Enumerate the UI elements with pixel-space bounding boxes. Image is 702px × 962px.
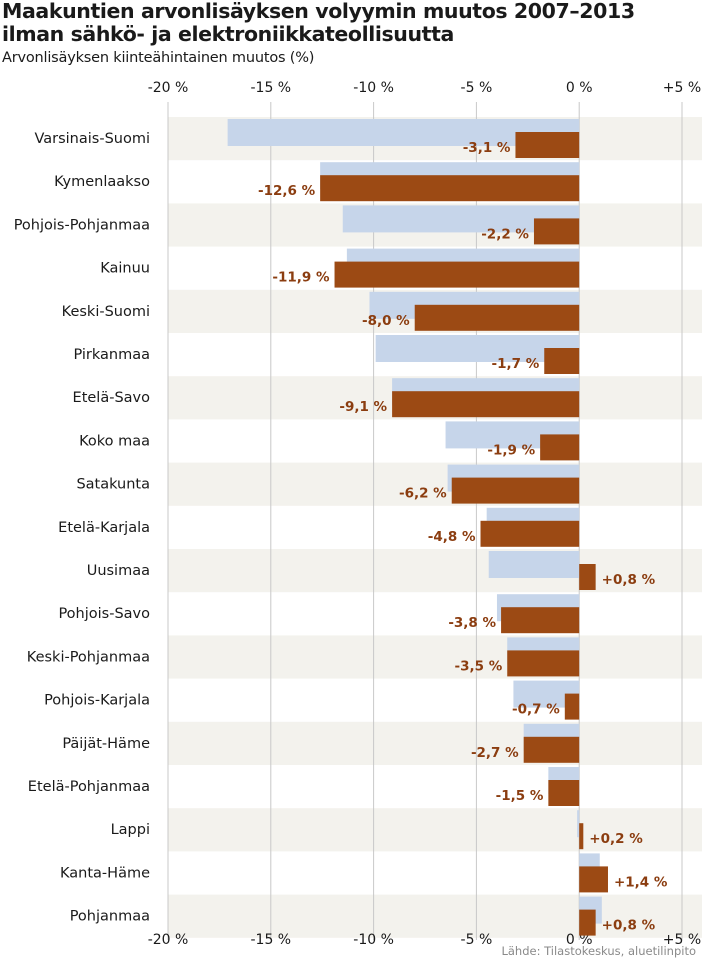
data-label: -0,7 %: [512, 702, 560, 718]
data-label: -12,6 %: [258, 183, 316, 199]
bar-series-b: [540, 434, 580, 461]
category-label: Satakunta: [76, 477, 150, 493]
x-tick-label-top: -15 %: [250, 80, 291, 96]
data-label: -6,2 %: [399, 486, 447, 502]
x-tick-label-bottom: -5 %: [461, 932, 493, 948]
category-label: Varsinais-Suomi: [34, 131, 150, 147]
category-label: Päijät-Häme: [62, 736, 150, 752]
data-label: +0,8 %: [602, 572, 656, 588]
row-band: [168, 635, 702, 679]
category-label: Kymenlaakso: [54, 174, 150, 190]
data-label: -9,1 %: [339, 399, 387, 415]
row-band: [168, 721, 702, 765]
bar-series-b: [579, 564, 596, 590]
chart-subtitle: Arvonlisäyksen kiinteähintainen muutos (…: [2, 50, 315, 66]
bar-series-b: [548, 780, 580, 806]
category-label: Etelä-Pohjanmaa: [28, 779, 150, 795]
bar-series-a: [488, 551, 580, 578]
category-label: Etelä-Karjala: [58, 520, 150, 536]
bar-series-b: [579, 909, 596, 936]
bar-series-b: [507, 650, 580, 677]
x-tick-label-top: 0 %: [566, 80, 593, 96]
bar-series-b: [414, 304, 580, 331]
bar-series-b: [501, 607, 580, 634]
category-label: Keski-Suomi: [62, 304, 150, 320]
category-label: Keski-Pohjanmaa: [27, 649, 150, 665]
bar-series-b: [579, 866, 608, 893]
category-label: Kanta-Häme: [60, 865, 150, 881]
bar-series-b: [334, 261, 580, 288]
bar-series-b: [523, 736, 580, 763]
bar-series-b: [515, 132, 580, 158]
x-tick-label-bottom: -15 %: [250, 932, 291, 948]
x-tick-label-top: +5 %: [663, 80, 701, 96]
data-label: -11,9 %: [272, 270, 330, 286]
chart-title: Maakuntien arvonlisäyksen volyymin muuto…: [2, 0, 635, 46]
data-label: +0,2 %: [589, 831, 643, 847]
category-label: Pohjois-Karjala: [44, 693, 150, 709]
category-label: Lappi: [111, 822, 150, 838]
category-label: Pohjois-Pohjanmaa: [14, 217, 150, 233]
data-label: -8,0 %: [362, 313, 410, 329]
data-label: +0,8 %: [602, 918, 656, 934]
data-label: -1,5 %: [496, 788, 544, 804]
x-tick-label-top: -10 %: [353, 80, 394, 96]
data-label: -3,1 %: [463, 140, 511, 156]
data-label: -2,7 %: [471, 745, 519, 761]
bar-series-b: [579, 823, 584, 850]
x-tick-label-bottom: 0 %: [566, 932, 593, 948]
bar-series-b: [320, 175, 580, 202]
bar-series-b: [564, 693, 580, 720]
data-label: -1,7 %: [491, 356, 539, 372]
category-label: Etelä-Savo: [73, 390, 151, 406]
category-label: Koko maa: [79, 433, 150, 449]
category-label: Uusimaa: [87, 563, 150, 579]
bar-series-a: [577, 810, 580, 838]
x-tick-label-bottom: -20 %: [148, 932, 189, 948]
data-label: -4,8 %: [428, 529, 476, 545]
data-label: +1,4 %: [614, 874, 668, 890]
bar-series-b: [533, 218, 580, 245]
bar-series-b: [480, 520, 580, 547]
category-label: Kainuu: [100, 261, 150, 277]
x-tick-label-bottom: +5 %: [663, 932, 701, 948]
bar-series-b: [392, 391, 580, 418]
x-tick-label-bottom: -10 %: [353, 932, 394, 948]
data-label: -1,9 %: [487, 442, 535, 458]
category-label: Pirkanmaa: [73, 347, 150, 363]
x-tick-label-top: -5 %: [461, 80, 493, 96]
bar-series-b: [451, 477, 580, 504]
data-label: -2,2 %: [481, 226, 529, 242]
x-tick-label-top: -20 %: [148, 80, 189, 96]
source-note: Lähde: Tilastokeskus, aluetilinpito: [501, 944, 696, 958]
category-label: Pohjois-Savo: [58, 606, 150, 622]
category-label: Pohjanmaa: [70, 909, 150, 925]
bar-series-b: [544, 348, 580, 374]
data-label: -3,8 %: [448, 615, 496, 631]
row-band: [168, 894, 702, 938]
row-band: [168, 462, 702, 506]
row-band: [168, 549, 702, 593]
data-label: -3,5 %: [454, 658, 502, 674]
row-band: [168, 808, 702, 852]
